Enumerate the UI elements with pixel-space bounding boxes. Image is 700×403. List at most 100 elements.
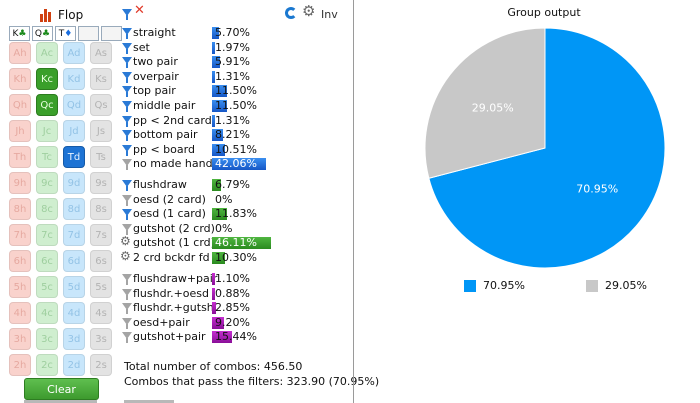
board-slot-2[interactable]: Q ♣ bbox=[32, 26, 53, 41]
card-Kc[interactable]: Kc bbox=[36, 68, 58, 90]
card-2d[interactable]: 2d bbox=[63, 354, 85, 376]
card-6h[interactable]: 6h bbox=[9, 250, 31, 272]
card-7d[interactable]: 7d bbox=[63, 224, 85, 246]
card-Ad[interactable]: Ad bbox=[63, 42, 85, 64]
filter-funnel-icon[interactable] bbox=[122, 159, 132, 170]
card-3h[interactable]: 3h bbox=[9, 328, 31, 350]
card-Jc[interactable]: Jc bbox=[36, 120, 58, 142]
filter-funnel-icon[interactable] bbox=[122, 86, 132, 97]
clear-filter-icon[interactable]: ✕ bbox=[134, 3, 145, 18]
card-6c[interactable]: 6c bbox=[36, 250, 58, 272]
card-6s[interactable]: 6s bbox=[90, 250, 112, 272]
legend-swatch-1 bbox=[464, 280, 476, 292]
card-Tc[interactable]: Tc bbox=[36, 146, 58, 168]
card-5s[interactable]: 5s bbox=[90, 276, 112, 298]
filter-funnel-icon[interactable] bbox=[122, 180, 132, 191]
passing-combos: Combos that pass the filters: 323.90 (70… bbox=[124, 375, 380, 388]
card-8c[interactable]: 8c bbox=[36, 198, 58, 220]
card-4c[interactable]: 4c bbox=[36, 302, 58, 324]
board-slot-4[interactable] bbox=[78, 26, 99, 41]
card-7c[interactable]: 7c bbox=[36, 224, 58, 246]
card-Ks[interactable]: Ks bbox=[90, 68, 112, 90]
card-Jh[interactable]: Jh bbox=[9, 120, 31, 142]
gear-icon[interactable]: ⚙ bbox=[302, 2, 316, 20]
card-Js[interactable]: Js bbox=[90, 120, 112, 142]
card-Td[interactable]: Td bbox=[63, 146, 85, 168]
filter-funnel-icon[interactable] bbox=[122, 209, 132, 220]
filter-funnel-icon[interactable] bbox=[122, 43, 132, 54]
filter-bar bbox=[212, 158, 266, 170]
filter-funnel-icon[interactable] bbox=[122, 57, 132, 68]
card-8d[interactable]: 8d bbox=[63, 198, 85, 220]
clear-button[interactable]: Clear bbox=[24, 378, 99, 400]
card-2c[interactable]: 2c bbox=[36, 354, 58, 376]
card-Jd[interactable]: Jd bbox=[63, 120, 85, 142]
card-5d[interactable]: 5d bbox=[63, 276, 85, 298]
card-9c[interactable]: 9c bbox=[36, 172, 58, 194]
card-2s[interactable]: 2s bbox=[90, 354, 112, 376]
filter-funnel-icon[interactable] bbox=[122, 116, 132, 127]
filter-funnel-icon[interactable] bbox=[122, 318, 132, 329]
card-4s[interactable]: 4s bbox=[90, 302, 112, 324]
card-Kd[interactable]: Kd bbox=[63, 68, 85, 90]
card-8h[interactable]: 8h bbox=[9, 198, 31, 220]
filter-gear-icon[interactable]: ⚙ bbox=[120, 234, 131, 248]
card-3d[interactable]: 3d bbox=[63, 328, 85, 350]
filter-funnel-icon[interactable] bbox=[122, 303, 132, 314]
filter-value: 5.70% bbox=[215, 26, 250, 39]
board-slot-3[interactable]: T ♦ bbox=[55, 26, 76, 41]
legend-swatch-2 bbox=[586, 280, 598, 292]
filter-value: 5.91% bbox=[215, 55, 250, 68]
board-slot-5[interactable] bbox=[101, 26, 122, 41]
card-Ac[interactable]: Ac bbox=[36, 42, 58, 64]
card-5c[interactable]: 5c bbox=[36, 276, 58, 298]
inv-toggle[interactable]: Inv bbox=[321, 8, 338, 21]
card-9d[interactable]: 9d bbox=[63, 172, 85, 194]
card-4h[interactable]: 4h bbox=[9, 302, 31, 324]
filter-funnel-icon[interactable] bbox=[122, 332, 132, 343]
card-Th[interactable]: Th bbox=[9, 146, 31, 168]
card-3c[interactable]: 3c bbox=[36, 328, 58, 350]
card-6d[interactable]: 6d bbox=[63, 250, 85, 272]
filter-bar bbox=[212, 144, 225, 156]
card-3s[interactable]: 3s bbox=[90, 328, 112, 350]
filter-value: 46.11% bbox=[215, 236, 257, 249]
pie-slice-2 bbox=[424, 27, 546, 179]
card-Qd[interactable]: Qd bbox=[63, 94, 85, 116]
board-slot-1[interactable]: K ♣ bbox=[9, 26, 30, 41]
card-7h[interactable]: 7h bbox=[9, 224, 31, 246]
filter-funnel-icon[interactable] bbox=[122, 72, 132, 83]
card-As[interactable]: As bbox=[90, 42, 112, 64]
card-Kh[interactable]: Kh bbox=[9, 68, 31, 90]
filter-bar bbox=[212, 302, 216, 314]
card-Qs[interactable]: Qs bbox=[90, 94, 112, 116]
card-5h[interactable]: 5h bbox=[9, 276, 31, 298]
card-9s[interactable]: 9s bbox=[90, 172, 112, 194]
card-4d[interactable]: 4d bbox=[63, 302, 85, 324]
card-2h[interactable]: 2h bbox=[9, 354, 31, 376]
filter-label: gutshot (1 crd) bbox=[133, 236, 215, 249]
flop-button[interactable]: Flop bbox=[40, 8, 83, 22]
card-7s[interactable]: 7s bbox=[90, 224, 112, 246]
refresh-icon[interactable] bbox=[285, 7, 297, 19]
card-Qh[interactable]: Qh bbox=[9, 94, 31, 116]
filter-funnel-icon[interactable] bbox=[122, 195, 132, 206]
filter-funnel-icon[interactable] bbox=[122, 274, 132, 285]
card-Ts[interactable]: Ts bbox=[90, 146, 112, 168]
legend-label-1: 70.95% bbox=[483, 279, 525, 292]
card-9h[interactable]: 9h bbox=[9, 172, 31, 194]
card-Qc[interactable]: Qc bbox=[36, 94, 58, 116]
filter-funnel-icon[interactable] bbox=[122, 28, 132, 39]
chart-title: Group output bbox=[507, 6, 581, 19]
filter-gear-icon[interactable]: ⚙ bbox=[120, 249, 131, 263]
filter-funnel-icon[interactable] bbox=[122, 145, 132, 156]
card-Ah[interactable]: Ah bbox=[9, 42, 31, 64]
filter-funnel-icon[interactable] bbox=[122, 130, 132, 141]
filter-value: 0% bbox=[215, 222, 233, 235]
filter-funnel-icon[interactable] bbox=[122, 101, 132, 112]
filter-funnel-icon[interactable] bbox=[122, 224, 132, 235]
filter-icon[interactable] bbox=[122, 9, 132, 20]
toolbar: Flop bbox=[8, 6, 118, 26]
card-8s[interactable]: 8s bbox=[90, 198, 112, 220]
filter-funnel-icon[interactable] bbox=[122, 289, 132, 300]
